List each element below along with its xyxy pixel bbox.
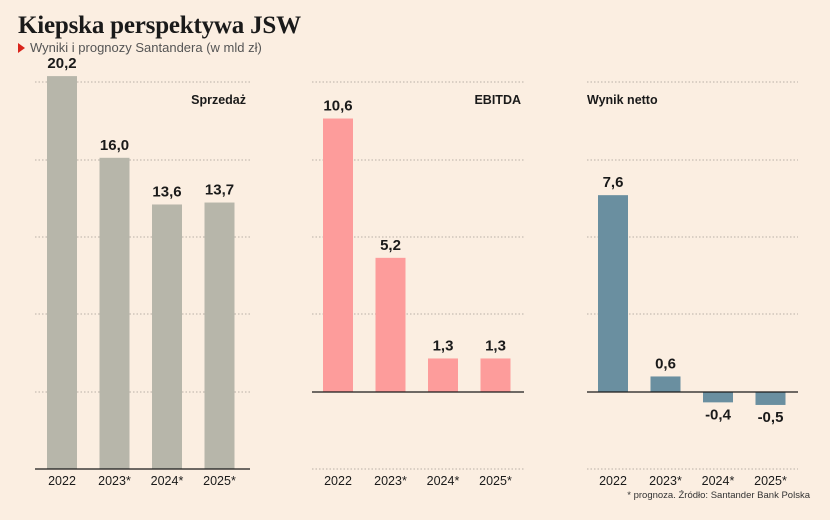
value-label: 0,6	[655, 355, 676, 372]
category-label: 2022	[48, 474, 76, 488]
bar-3-1	[598, 195, 628, 392]
category-label: 2024*	[702, 474, 735, 488]
value-label: 16,0	[100, 137, 129, 154]
bar-2-1	[323, 118, 353, 393]
value-label: -0,5	[758, 409, 784, 426]
bar-2-3	[428, 358, 458, 392]
bar-2-2	[375, 257, 406, 392]
value-label: 10,6	[323, 98, 352, 115]
value-label: 5,2	[380, 237, 401, 254]
bar-3-2	[650, 376, 681, 392]
chart-panel-2: 10,6 2022 5,2 2023* 1,3 2024* 1,3 2025* EBITDA	[312, 81, 524, 488]
category-label: 2023*	[98, 474, 131, 488]
bar-3-3	[703, 392, 733, 403]
panel-title: Sprzedaż	[191, 93, 246, 107]
bar-3-4	[755, 392, 786, 405]
value-label: -0,4	[705, 406, 732, 423]
source-note: * prognoza. Źródło: Santander Bank Polsk…	[627, 490, 810, 501]
category-label: 2025*	[479, 474, 512, 488]
subtitle-triangle-icon	[18, 42, 25, 53]
subtitle-text: Wyniki i prognozy Santandera (w mld zł)	[30, 40, 262, 55]
bar-1-4	[204, 202, 235, 469]
category-label: 2024*	[151, 474, 184, 488]
bar-1-1	[47, 76, 77, 470]
category-label: 2025*	[203, 474, 236, 488]
value-label: 7,6	[603, 174, 624, 191]
panel-title: Wynik netto	[587, 93, 658, 107]
chart-subtitle: Wyniki i prognozy Santandera (w mld zł)	[18, 40, 262, 55]
value-label: 20,2	[47, 55, 76, 72]
chart-title: Kiepska perspektywa JSW	[18, 12, 301, 39]
value-label: 1,3	[433, 337, 454, 354]
chart-panel-3: 7,6 2022 0,6 2023* -0,4 2024* -0,5 2025* Wynik n…	[587, 81, 798, 488]
category-label: 2024*	[427, 474, 460, 488]
category-label: 2025*	[754, 474, 787, 488]
bar-1-3	[152, 204, 182, 470]
panel-title: EBITDA	[474, 93, 521, 107]
bar-1-2	[99, 157, 130, 470]
chart-panel-1: 20,2 2022 16,0 2023* 13,6 2024* 13,7 2025* Sprze…	[35, 55, 250, 488]
category-label: 2022	[324, 474, 352, 488]
category-label: 2023*	[649, 474, 682, 488]
value-label: 1,3	[485, 337, 506, 354]
category-label: 2022	[599, 474, 627, 488]
bar-2-4	[480, 358, 511, 392]
value-label: 13,7	[205, 182, 234, 199]
category-label: 2023*	[374, 474, 407, 488]
value-label: 13,6	[152, 183, 181, 200]
